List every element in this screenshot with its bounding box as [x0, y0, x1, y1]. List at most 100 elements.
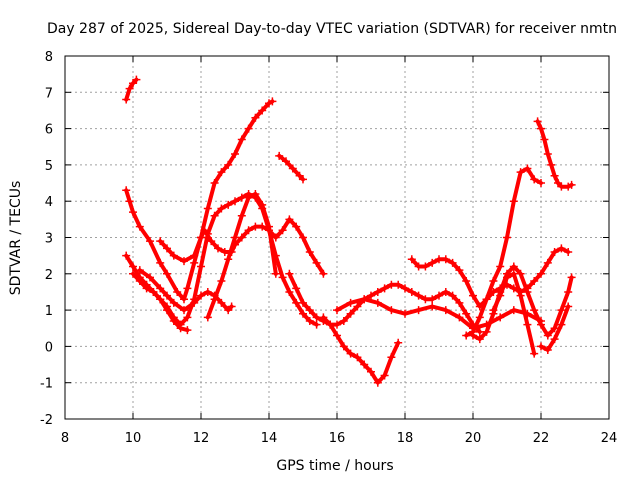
data-point-track-7 — [231, 233, 239, 242]
data-point-track-3 — [299, 309, 307, 318]
data-point-track-2 — [135, 222, 144, 231]
data-point-track-10 — [367, 367, 375, 376]
data-point-track-13 — [530, 175, 539, 184]
data-point-track-15 — [469, 331, 477, 340]
data-point-track-4 — [135, 277, 144, 286]
data-point-track-9 — [475, 327, 484, 336]
y-tick-label: 4 — [45, 195, 53, 210]
data-point-track-2 — [224, 160, 233, 169]
data-point-track-4 — [176, 324, 185, 333]
data-point-track-15 — [482, 327, 491, 336]
data-point-track-15 — [550, 324, 559, 333]
data-point-track-2 — [251, 113, 260, 122]
data-point-track-14 — [550, 171, 559, 180]
data-point-track-6 — [203, 287, 212, 296]
data-point-track-13 — [509, 197, 518, 206]
data-point-track-14 — [537, 124, 545, 133]
data-point-track-9 — [367, 291, 375, 300]
data-point-track-12 — [469, 291, 477, 300]
data-point-track-12 — [455, 266, 464, 275]
data-point-track-4 — [169, 316, 178, 325]
data-point-track-2 — [146, 237, 154, 246]
data-point-track-3 — [197, 262, 205, 271]
data-point-track-11 — [455, 313, 464, 322]
data-point-track-12 — [421, 262, 430, 271]
data-point-track-2 — [163, 269, 171, 278]
data-point-track-13 — [475, 313, 484, 322]
data-point-track-16 — [503, 273, 511, 282]
data-point-track-17 — [564, 302, 573, 311]
data-point-track-5 — [319, 269, 328, 278]
x-axis-label: GPS time / hours — [276, 458, 393, 474]
data-point-track-8 — [275, 151, 284, 160]
data-point-track-16 — [489, 306, 498, 315]
data-point-track-6 — [180, 306, 188, 315]
data-point-track-10 — [339, 342, 348, 351]
data-point-track-4 — [129, 269, 137, 278]
data-point-track-2 — [183, 284, 192, 293]
data-point-track-12 — [435, 255, 443, 264]
x-tick-label: 14 — [261, 431, 278, 446]
data-point-track-6 — [163, 291, 171, 300]
y-tick-label: 2 — [45, 268, 53, 283]
data-point-track-10 — [394, 338, 403, 347]
data-point-track-13 — [537, 179, 545, 188]
data-point-track-9 — [285, 269, 294, 278]
data-point-track-5 — [207, 237, 216, 246]
data-point-track-12 — [537, 269, 545, 278]
data-point-track-12 — [407, 255, 416, 264]
data-point-track-6 — [197, 291, 205, 300]
data-point-track-11 — [346, 298, 355, 307]
data-point-track-11 — [401, 309, 409, 318]
data-point-track-17 — [543, 346, 552, 355]
data-point-track-14 — [557, 182, 566, 191]
data-point-track-6 — [156, 284, 165, 293]
data-point-track-2 — [244, 124, 253, 133]
data-point-track-12 — [550, 248, 559, 257]
data-point-track-15 — [537, 320, 545, 329]
data-point-track-7 — [258, 200, 267, 209]
data-point-track-11 — [441, 306, 450, 315]
y-tick-label: 8 — [45, 50, 53, 65]
data-point-track-17 — [537, 342, 545, 351]
data-point-track-3 — [217, 204, 226, 213]
data-point-track-7 — [237, 211, 246, 220]
data-point-track-13 — [489, 277, 498, 286]
data-point-track-9 — [339, 316, 348, 325]
data-point-track-4 — [183, 326, 192, 335]
data-point-track-10 — [326, 320, 335, 329]
data-point-track-5 — [278, 226, 287, 235]
data-point-track-6 — [146, 273, 154, 282]
data-point-track-12 — [557, 244, 566, 253]
data-point-track-2 — [180, 295, 188, 304]
data-point-track-12 — [448, 258, 457, 267]
series-line-track-15 — [471, 264, 574, 342]
data-point-track-5 — [220, 248, 229, 257]
data-point-track-9 — [299, 298, 307, 307]
data-point-track-11 — [387, 306, 396, 315]
data-point-track-9 — [346, 309, 355, 318]
data-point-track-17 — [550, 335, 559, 344]
data-point-track-7 — [217, 277, 226, 286]
data-point-track-15 — [543, 331, 552, 340]
data-point-track-2 — [203, 204, 212, 213]
x-axis-ticks: 8 10 12 14 16 18 20 22 24 — [61, 56, 617, 446]
y-tick-label: 3 — [45, 232, 53, 247]
data-point-track-9 — [448, 291, 457, 300]
data-point-track-5 — [156, 237, 165, 246]
data-point-track-11 — [428, 302, 437, 311]
data-point-track-2 — [125, 197, 134, 206]
data-point-track-4 — [156, 295, 165, 304]
data-point-track-15 — [530, 306, 539, 315]
data-point-track-15 — [523, 287, 532, 296]
data-point-track-2 — [217, 168, 226, 177]
x-tick-label: 24 — [601, 431, 618, 446]
data-point-track-7 — [265, 222, 273, 231]
y-tick-label: 5 — [45, 159, 53, 174]
data-point-track-3 — [278, 273, 287, 282]
data-point-track-2 — [190, 258, 199, 267]
data-point-track-9 — [387, 280, 396, 289]
data-point-track-3 — [183, 313, 192, 322]
data-point-track-10 — [333, 331, 341, 340]
